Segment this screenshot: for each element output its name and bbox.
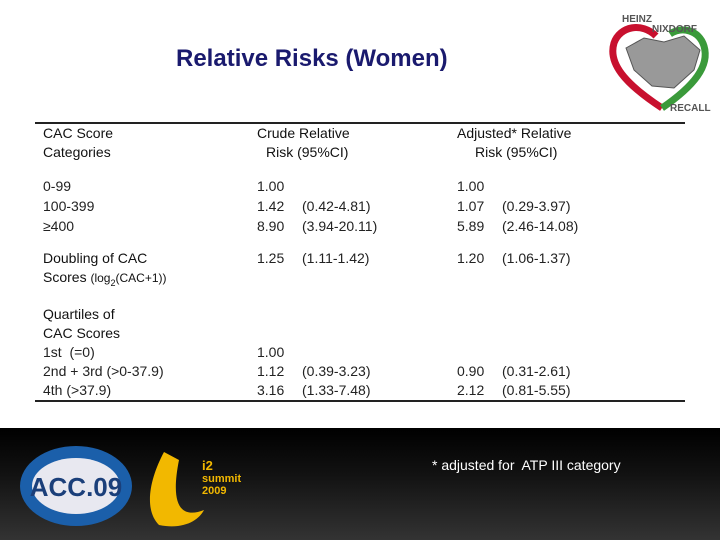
rule: [35, 122, 685, 124]
col-header: CAC Score: [43, 125, 114, 141]
cell: (0.31-2.61): [502, 363, 571, 379]
col-header: Crude Relative: [257, 125, 350, 141]
logo-text: RECALL: [670, 103, 711, 114]
cell: 3.16: [257, 382, 285, 398]
i2-text: summit: [202, 473, 241, 485]
text: 2: [110, 277, 116, 288]
row-label: CAC Scores: [43, 325, 121, 341]
row-label: Quartiles of: [43, 306, 115, 322]
cell: (0.29-3.97): [502, 198, 571, 214]
acc-text: ACC.09: [30, 472, 122, 502]
cell: 1.20: [457, 250, 485, 266]
cell: 1.12: [257, 363, 285, 379]
cell: 1.00: [257, 344, 285, 360]
cell: (1.06-1.37): [502, 250, 571, 266]
row-label: 4th (>37.9): [43, 382, 112, 398]
i2-text: i2: [202, 458, 213, 473]
footnote: * adjusted for ATP III category: [432, 457, 621, 473]
cell: (0.42-4.81): [302, 198, 371, 214]
text: (log: [90, 271, 111, 285]
i2-swoosh: [149, 452, 204, 527]
cell: 2.12: [457, 382, 485, 398]
cell: (1.33-7.48): [302, 382, 371, 398]
logo: HEINZ NIXDORF RECALL: [606, 10, 714, 114]
cell: 5.89: [457, 218, 485, 234]
heart-right: [660, 26, 709, 111]
row-label: 100-399: [43, 198, 95, 214]
cell: 8.90: [257, 218, 285, 234]
acc-logo-inner: [32, 458, 120, 514]
cell: 1.25: [257, 250, 285, 266]
logo-text: NIXDORF: [652, 24, 697, 35]
logo-text: HEINZ: [622, 14, 652, 25]
cell: 1.42: [257, 198, 285, 214]
cell: 1.00: [257, 178, 285, 194]
heart-left: [609, 24, 664, 111]
cell: 0.90: [457, 363, 485, 379]
row-label: Scores (log2(CAC+1)): [43, 268, 167, 293]
cell: (1.11-1.42): [302, 250, 370, 266]
row-label: 1st (=0): [43, 344, 95, 360]
text: (CAC+1)): [115, 271, 167, 285]
row-label: Doubling of CAC: [43, 250, 148, 266]
title: Relative Risks (Women): [176, 45, 448, 72]
i2-text: 2009: [202, 485, 226, 497]
map: [625, 35, 701, 89]
col-header: Risk (95%CI): [266, 144, 349, 160]
col-header: Risk (95%CI): [475, 144, 558, 160]
cell: (0.81-5.55): [502, 382, 571, 398]
col-header: Adjusted* Relative: [457, 125, 572, 141]
cell: (2.46-14.08): [502, 218, 579, 234]
cell: (3.94-20.11): [302, 218, 378, 234]
rule: [35, 400, 685, 402]
text: Scores: [43, 269, 87, 285]
col-header: Categories: [43, 144, 111, 160]
footer-logos: ACC.09 i2 summit 2009: [20, 446, 241, 527]
row-label: 2nd + 3rd (>0-37.9): [43, 363, 164, 379]
cell: 1.07: [457, 198, 485, 214]
row-label: ≥400: [43, 218, 75, 234]
cell: (0.39-3.23): [302, 363, 371, 379]
row-label: 0-99: [43, 178, 72, 194]
cell: 1.00: [457, 178, 485, 194]
